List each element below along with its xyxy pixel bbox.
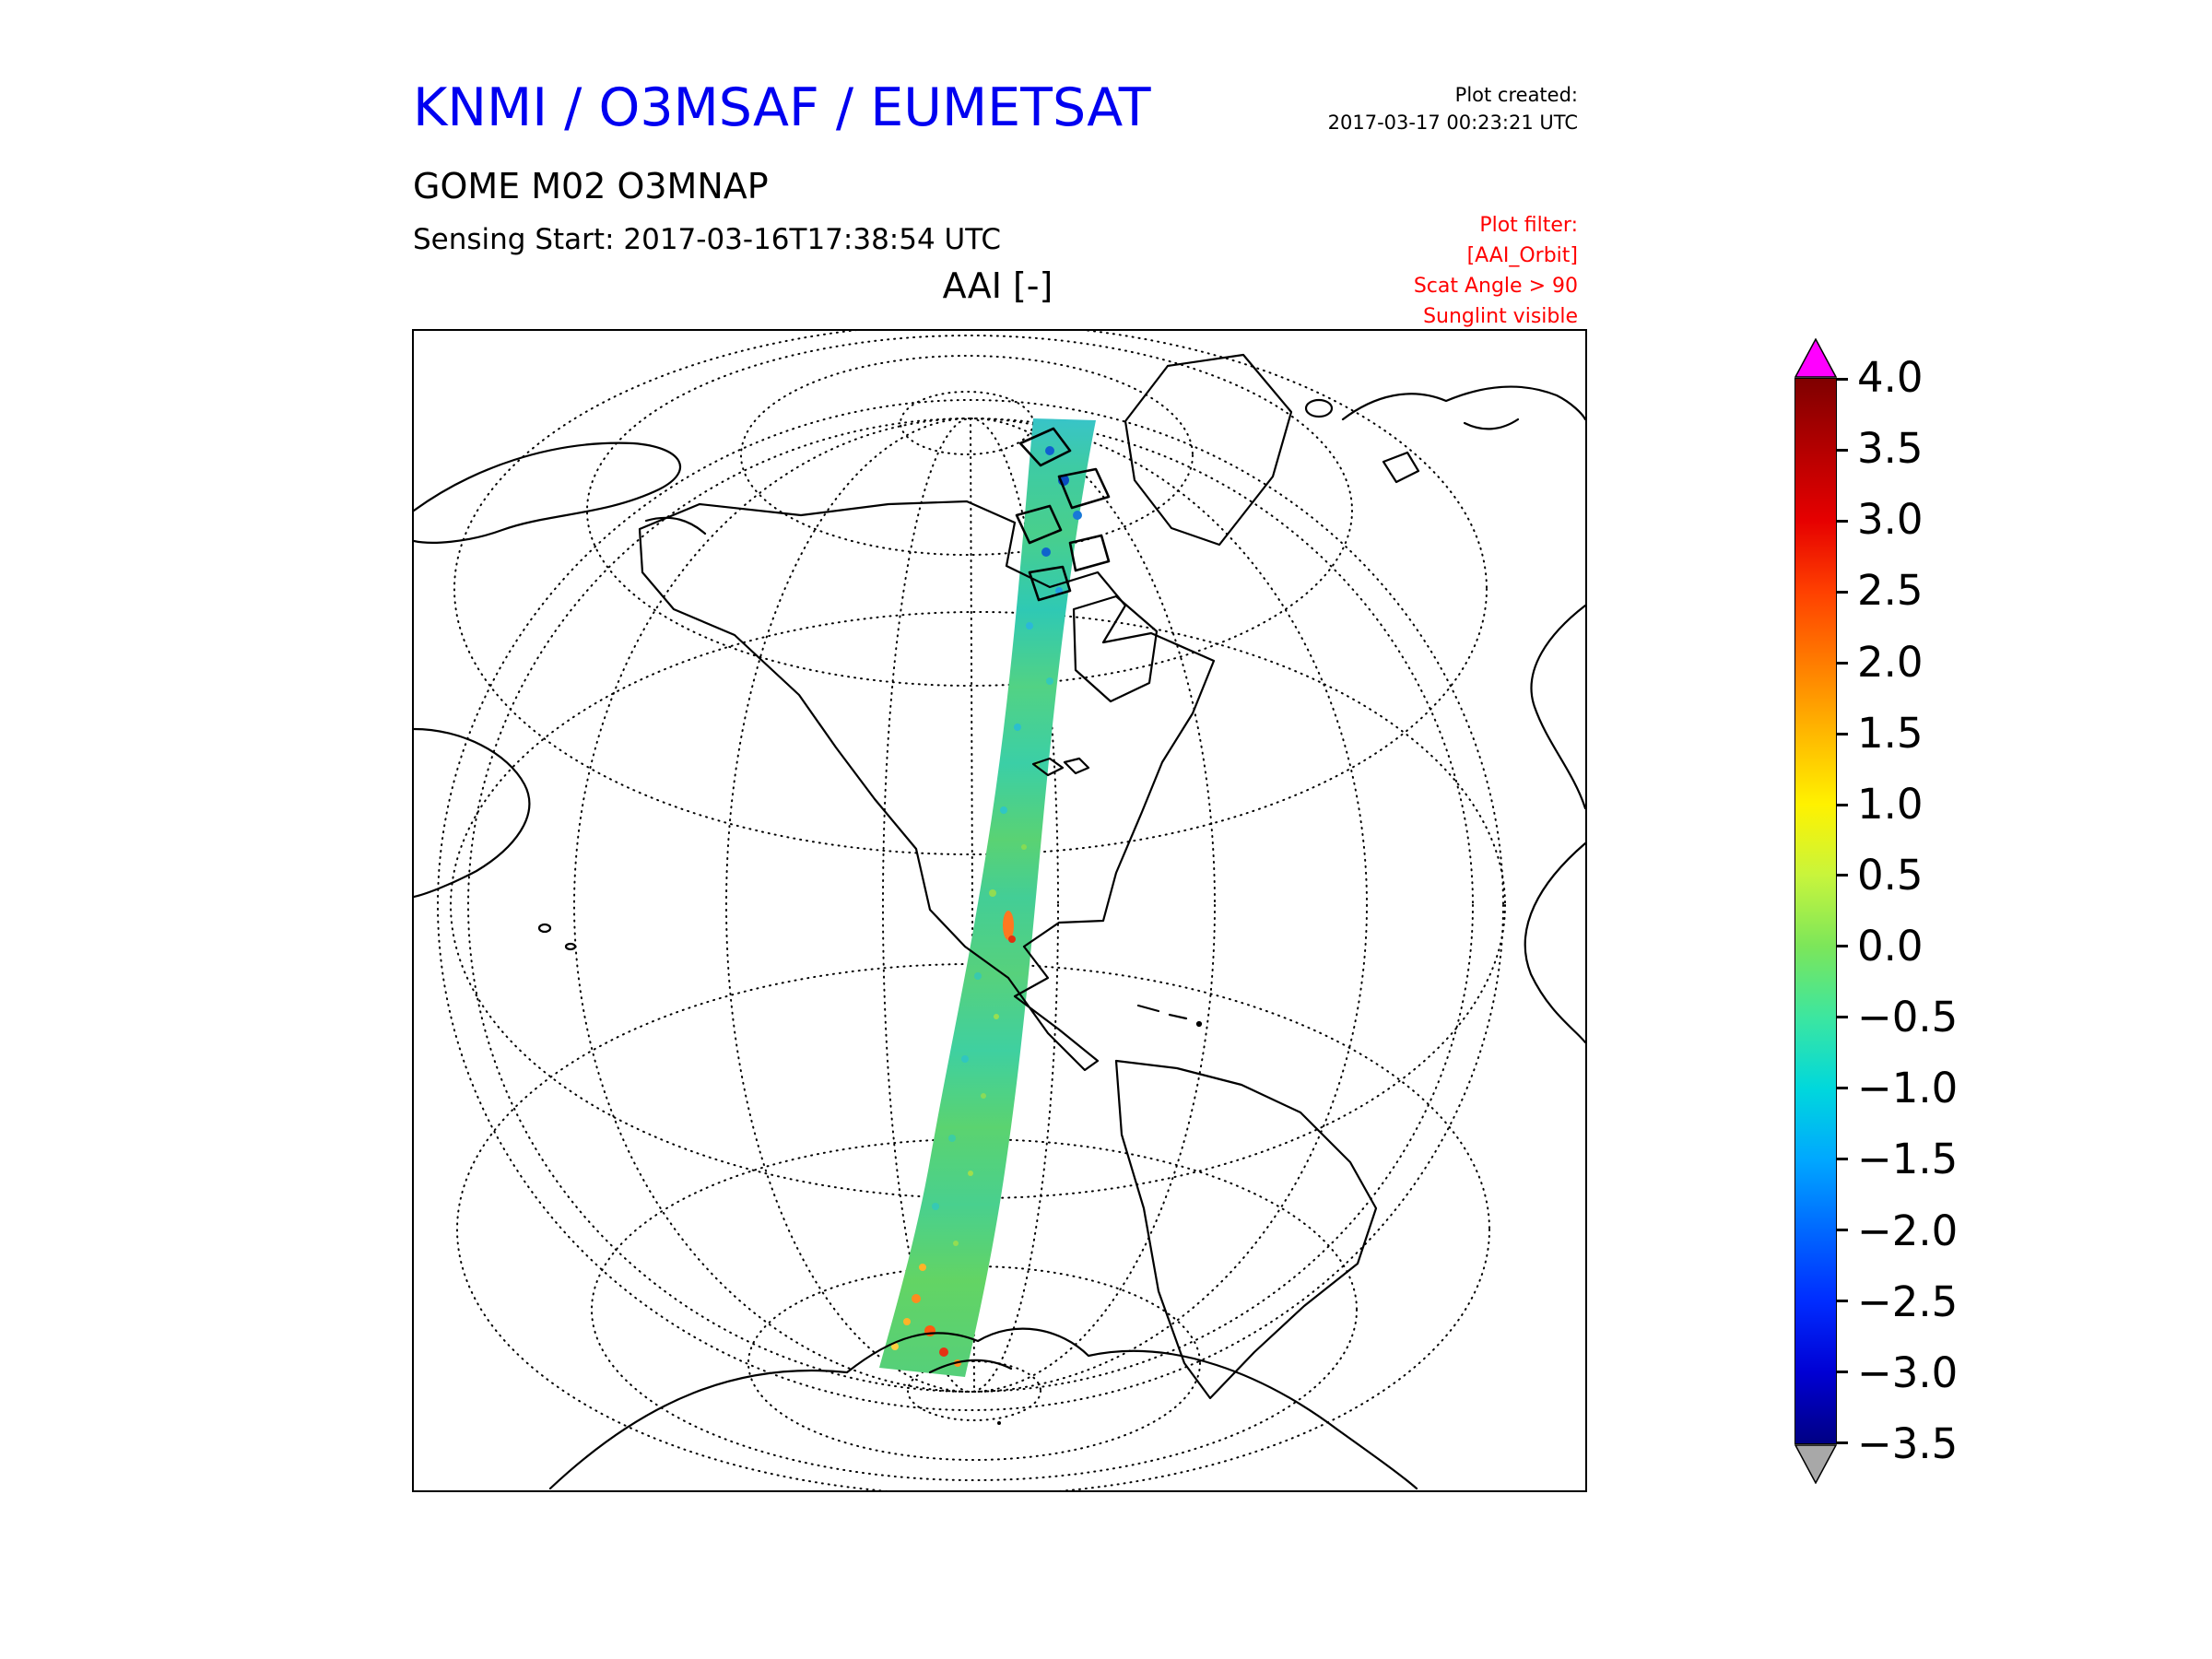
colorbar-tick-label: −2.5 (1857, 1277, 1959, 1326)
coast-baltic (1463, 418, 1520, 430)
colorbar-tick-label: −3.5 (1857, 1418, 1959, 1468)
coast-europe (1341, 385, 1585, 421)
colorbar-tick-label: 0.5 (1857, 850, 1924, 900)
colorbar-tick-label: 0.0 (1857, 922, 1924, 971)
coast-iceland (1304, 398, 1334, 418)
plot-filter-label: Plot filter: (1479, 214, 1578, 237)
coast-greenland (1124, 353, 1293, 547)
coast-caribbean (1136, 1004, 1188, 1020)
colorbar-tick-label: −1.5 (1857, 1135, 1959, 1184)
swath-band (879, 418, 1096, 1377)
coast-great-lakes (1031, 757, 1090, 777)
coast-island-1 (537, 923, 552, 934)
aai-swath (879, 418, 1096, 1377)
coast-arctic-archipelago (1015, 427, 1111, 602)
coast-island-2 (564, 942, 577, 951)
map-frame (412, 329, 1587, 1492)
colorbar-tick-label: −0.5 (1857, 993, 1959, 1042)
agency-title: KNMI / O3MSAF / EUMETSAT (413, 77, 1151, 138)
coast-british-isles (1382, 451, 1420, 484)
colorbar-under-arrow (1794, 1444, 1837, 1484)
colorbar: 4.0 3.5 3.0 2.5 2.0 1.5 1.0 0.5 0.0 −0.5… (1794, 338, 2034, 1484)
colorbar-tick-label: −1.0 (1857, 1064, 1959, 1113)
coast-antarctica (548, 1327, 1418, 1490)
world-map-svg (414, 331, 1585, 1490)
colorbar-tick-label: 1.5 (1857, 708, 1924, 758)
coast-kamchatka (414, 727, 531, 899)
south-pole-dot (997, 1421, 1001, 1425)
colorbar-tick-label: 3.0 (1857, 495, 1924, 545)
product-title: GOME M02 O3MNAP (413, 166, 769, 206)
colorbar-tick-label: 2.0 (1857, 637, 1924, 687)
colorbar-tick-label: 1.0 (1857, 779, 1924, 829)
coast-bering-islands (644, 516, 707, 535)
colorbar-labels: 4.0 3.5 3.0 2.5 2.0 1.5 1.0 0.5 0.0 −0.5… (1857, 354, 1958, 1468)
map-title: AAI [-] (942, 265, 1053, 306)
plot-filter-line-3: Sunglint visible (1423, 305, 1578, 328)
plot-filter-line-1: [AAI_Orbit] (1466, 244, 1578, 267)
colorbar-tick-label: −3.0 (1857, 1347, 1959, 1397)
colorbar-tick-label: 4.0 (1857, 353, 1924, 402)
coast-antarctic-peninsula (928, 1359, 1013, 1374)
colorbar-gradient (1794, 378, 1837, 1444)
coast-ne-asia (414, 441, 681, 544)
coast-africa-north (1530, 604, 1585, 810)
colorbar-tick-label: 2.5 (1857, 566, 1924, 616)
plot-created-value: 2017-03-17 00:23:21 UTC (1327, 112, 1578, 135)
colorbar-tick-label: 3.5 (1857, 424, 1924, 474)
plot-filter-line-2: Scat Angle > 90 (1413, 275, 1578, 298)
plot-created-label: Plot created: (1454, 84, 1578, 106)
coast-south-america (1114, 1059, 1378, 1400)
colorbar-tick-marks (1837, 378, 1848, 1444)
plot-created: Plot created: 2017-03-17 00:23:21 UTC (1328, 81, 1578, 137)
coast-north-america (638, 500, 1216, 1072)
sensing-start: Sensing Start: 2017-03-16T17:38:54 UTC (413, 223, 1001, 256)
coast-caribbean-island (1195, 1020, 1203, 1028)
colorbar-tick-label: −2.0 (1857, 1206, 1959, 1255)
plot-filter: Plot filter: [AAI_Orbit] Scat Angle > 90… (1414, 210, 1578, 332)
coast-africa-west (1524, 841, 1585, 1044)
coast-hudson-bay (1072, 594, 1159, 703)
continents (414, 353, 1585, 1490)
colorbar-over-arrow (1794, 338, 1837, 378)
